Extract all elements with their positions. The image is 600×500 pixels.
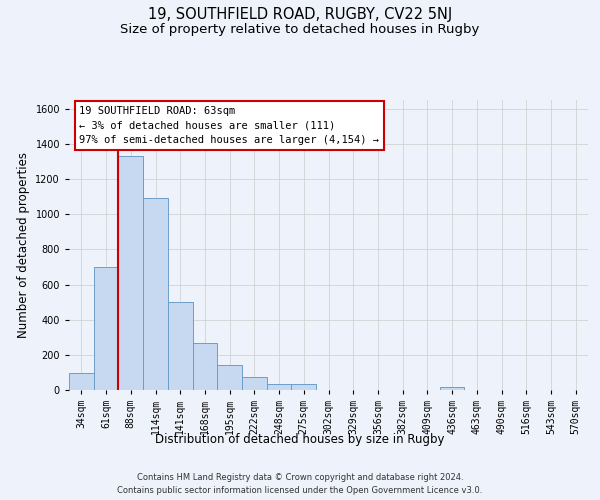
Bar [168,302,193,390]
Bar [143,198,168,390]
Bar [94,267,118,390]
Text: Contains HM Land Registry data © Crown copyright and database right 2024.: Contains HM Land Registry data © Crown c… [137,472,463,482]
Bar [292,384,316,390]
Text: 19, SOUTHFIELD ROAD, RUGBY, CV22 5NJ: 19, SOUTHFIELD ROAD, RUGBY, CV22 5NJ [148,8,452,22]
Bar [118,156,143,390]
Bar [267,384,292,390]
Bar [242,377,267,390]
Text: Contains public sector information licensed under the Open Government Licence v3: Contains public sector information licen… [118,486,482,495]
Text: Distribution of detached houses by size in Rugby: Distribution of detached houses by size … [155,432,445,446]
Text: Size of property relative to detached houses in Rugby: Size of property relative to detached ho… [121,22,479,36]
Y-axis label: Number of detached properties: Number of detached properties [17,152,30,338]
Text: 19 SOUTHFIELD ROAD: 63sqm
← 3% of detached houses are smaller (111)
97% of semi-: 19 SOUTHFIELD ROAD: 63sqm ← 3% of detach… [79,106,379,146]
Bar [193,342,217,390]
Bar [69,374,94,390]
Bar [217,366,242,390]
Bar [440,388,464,390]
